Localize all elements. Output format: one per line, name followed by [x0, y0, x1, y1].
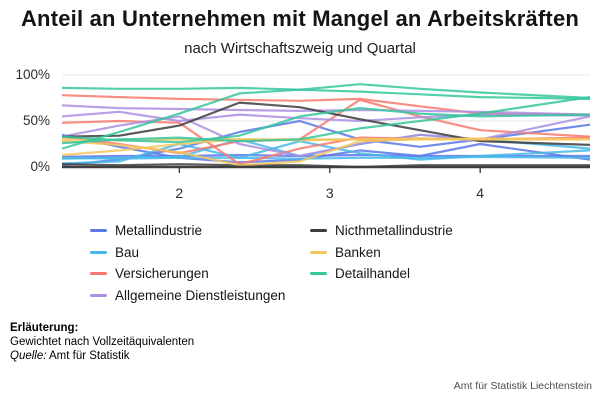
series-line	[62, 104, 590, 116]
plot-svg	[62, 74, 590, 173]
legend-swatch	[90, 272, 107, 275]
x-tick-label: 3	[325, 185, 334, 201]
legend-label: Versicherungen	[115, 266, 209, 281]
legend-swatch	[90, 293, 107, 297]
source-label: Quelle:	[10, 350, 47, 362]
legend-item: Nicthmetallindustrie	[310, 223, 540, 238]
legend-label: Bau	[115, 244, 140, 260]
series-line	[62, 101, 590, 147]
legend-label: Detailhandel	[335, 266, 411, 281]
legend-column-2: Nicthmetallindustrie Banken Detailhandel	[310, 223, 540, 288]
legend-column-1: Metallindustrie Bau Versicherungen Allgemei…	[90, 223, 310, 309]
series-line	[62, 96, 590, 145]
legend-swatch	[90, 250, 107, 254]
watermark: Amt für Statistik Liechtenstein	[453, 380, 592, 392]
legend-item: Metallindustrie	[90, 223, 310, 238]
legend-item: Detailhandel	[310, 266, 540, 281]
footnote: Erläuterung: Gewichtet nach Vollzeitäqui…	[10, 321, 194, 363]
legend-label: Metallindustrie	[115, 223, 203, 238]
line-chart: 0% 50% 100% 2 3 4	[0, 60, 600, 205]
page-title: Anteil an Unternehmen mit Mangel an Arbe…	[20, 6, 580, 31]
legend-item: Allgemeine Dienstleistungen	[90, 288, 310, 303]
y-tick-label: 100%	[15, 67, 50, 82]
footnote-heading: Erläuterung:	[10, 322, 79, 334]
legend-label: Nicthmetallindustrie	[335, 223, 453, 238]
series-line	[62, 163, 590, 169]
x-tick-label: 4	[476, 185, 485, 201]
footnote-source: Quelle: Amt für Statistik	[10, 349, 194, 363]
x-tick-label: 2	[175, 185, 184, 201]
legend-item: Bau	[90, 245, 310, 260]
y-tick-label: 50%	[22, 113, 50, 128]
legend-swatch	[310, 229, 327, 232]
legend-swatch	[310, 272, 327, 275]
series-line	[62, 88, 590, 150]
page-subtitle: nach Wirtschaftszweig und Quartal	[184, 40, 416, 57]
y-tick-label: 0%	[30, 159, 50, 174]
legend-label: Banken	[335, 244, 381, 260]
legend-swatch	[90, 229, 107, 232]
footnote-note: Gewichtet nach Vollzeitäquivalenten	[10, 336, 195, 348]
legend-label: Allgemeine Dienstleistungen	[115, 287, 286, 303]
legend-item: Versicherungen	[90, 266, 310, 281]
legend-swatch	[310, 250, 327, 254]
source-text: Amt für Statistik	[49, 350, 130, 362]
legend-item: Banken	[310, 245, 540, 260]
